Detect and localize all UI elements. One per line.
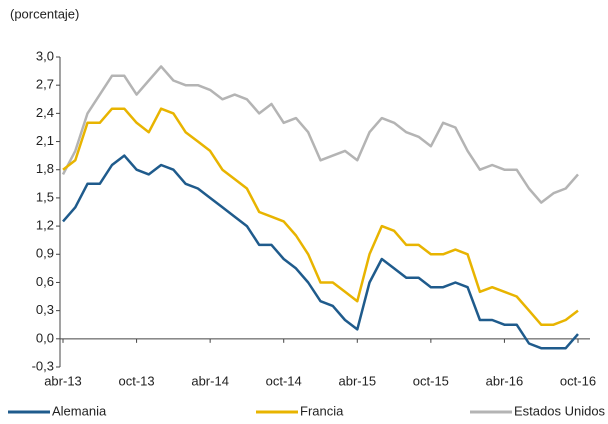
x-tick-label: oct-13 bbox=[119, 373, 155, 388]
y-tick-label: 1,8 bbox=[36, 161, 54, 176]
x-tick-label: abr-15 bbox=[338, 373, 376, 388]
y-tick-label: 1,5 bbox=[36, 189, 54, 204]
series-line bbox=[62, 107, 579, 326]
y-tick-label: 1,2 bbox=[36, 218, 54, 233]
legend-label: Francia bbox=[300, 403, 344, 418]
x-tick-label: abr-13 bbox=[44, 373, 82, 388]
x-tick-label: oct-14 bbox=[266, 373, 302, 388]
y-tick-label: 2,4 bbox=[36, 105, 54, 120]
x-tick-label: oct-16 bbox=[560, 373, 596, 388]
y-tick-label: -0,3 bbox=[32, 358, 54, 373]
legend-label: Estados Unidos bbox=[514, 403, 606, 418]
y-tick-label: 3,0 bbox=[36, 48, 54, 63]
series-line bbox=[61, 65, 579, 204]
y-tick-label: 0,6 bbox=[36, 274, 54, 289]
y-tick-label: 0,9 bbox=[36, 246, 54, 261]
series-line bbox=[62, 154, 579, 350]
x-tick-label: oct-15 bbox=[413, 373, 449, 388]
y-axis-label: (porcentaje) bbox=[10, 6, 79, 21]
legend-label: Alemania bbox=[52, 403, 107, 418]
y-tick-label: 2,1 bbox=[36, 133, 54, 148]
x-tick-label: abr-16 bbox=[486, 373, 524, 388]
y-tick-label: 0,3 bbox=[36, 302, 54, 317]
y-tick-label: 2,7 bbox=[36, 77, 54, 92]
y-tick-label: 0,0 bbox=[36, 330, 54, 345]
x-tick-label: abr-14 bbox=[191, 373, 229, 388]
